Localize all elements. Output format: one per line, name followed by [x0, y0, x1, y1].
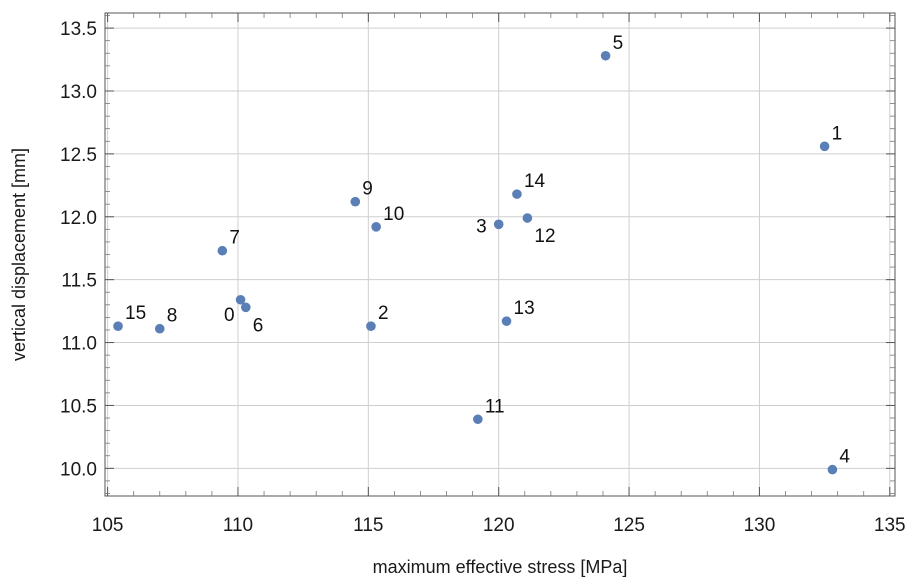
- point-label: 10: [383, 204, 404, 225]
- x-tick-label: 115: [353, 515, 383, 536]
- x-axis-title: maximum effective stress [MPa]: [373, 557, 628, 577]
- y-tick-label: 12.0: [60, 208, 97, 229]
- y-tick-label: 10.5: [60, 396, 97, 417]
- y-tick-label: 12.5: [60, 145, 97, 166]
- data-point: [240, 302, 251, 313]
- data-point: [501, 316, 512, 326]
- x-tick-label: 130: [744, 515, 776, 536]
- data-point: [600, 50, 611, 61]
- y-tick-label: 13.0: [60, 82, 97, 103]
- point-label: 4: [839, 447, 850, 468]
- y-tick-label: 10.0: [60, 459, 97, 480]
- point-label: 0: [224, 305, 235, 326]
- point-label: 13: [514, 298, 535, 319]
- point-label: 7: [229, 228, 240, 249]
- point-label: 9: [362, 179, 373, 200]
- data-point: [522, 213, 533, 223]
- point-label: 5: [613, 33, 624, 54]
- y-tick-label: 11.0: [61, 334, 97, 355]
- data-points: [113, 50, 838, 475]
- grid: [105, 13, 895, 496]
- point-label: 3: [476, 216, 487, 237]
- point-label: 11: [485, 396, 505, 417]
- data-point: [350, 196, 361, 207]
- point-label: 14: [524, 171, 546, 192]
- x-tick-label: 120: [483, 515, 515, 536]
- point-label: 15: [125, 303, 146, 324]
- x-tick-label: 105: [92, 515, 124, 536]
- data-point: [366, 321, 376, 331]
- data-point: [235, 294, 246, 305]
- x-tick-labels: 105 110 115 120 125 130 135: [92, 515, 906, 536]
- data-point: [827, 464, 838, 475]
- point-label: 8: [167, 306, 178, 327]
- point-label: 1: [832, 123, 843, 144]
- y-tick-label: 13.5: [60, 19, 97, 40]
- data-point: [819, 141, 830, 152]
- y-tick-label: 11.5: [61, 271, 97, 292]
- x-tick-label: 125: [613, 515, 645, 536]
- point-label: 6: [253, 315, 264, 336]
- data-point: [371, 222, 381, 232]
- data-point: [512, 189, 522, 199]
- data-point: [113, 321, 123, 331]
- x-tick-label: 135: [874, 515, 906, 536]
- x-tick-label: 110: [223, 515, 253, 536]
- point-label: 12: [534, 226, 555, 247]
- data-point: [473, 414, 483, 425]
- y-tick-labels: 10.0 10.5 11.0 11.5 12.0 12.5 13.0 13.5: [60, 19, 97, 480]
- data-point: [154, 323, 165, 334]
- axis-ticks: [105, 13, 895, 496]
- data-point: [217, 245, 228, 256]
- y-axis-title: vertical displacement [mm]: [9, 148, 29, 361]
- point-label: 2: [378, 303, 389, 324]
- data-point: [493, 219, 504, 230]
